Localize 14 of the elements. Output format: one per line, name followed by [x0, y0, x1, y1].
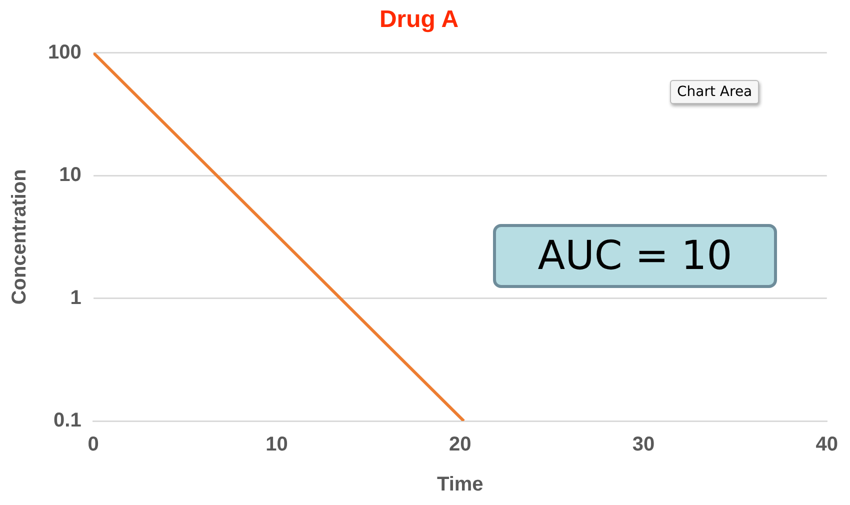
x-tick-label: 10: [266, 434, 288, 456]
y-tick-label: 100: [48, 41, 82, 64]
x-tick-label: 0: [88, 434, 99, 456]
x-axis-title: Time: [436, 474, 484, 496]
y-tick-label: 0.1: [54, 410, 82, 432]
annotation: Chart Area: [670, 80, 760, 104]
x-tick-label: 30: [632, 434, 655, 456]
y-tick-label: 10: [59, 164, 82, 186]
y-axis-title: Concentration: [8, 169, 31, 305]
x-tick-label: 40: [816, 434, 838, 456]
annotation: AUC = 10: [493, 224, 777, 288]
y-tick-label: 1: [70, 286, 82, 309]
chart-title: Drug A: [379, 6, 459, 34]
x-tick-label: 20: [449, 434, 472, 456]
